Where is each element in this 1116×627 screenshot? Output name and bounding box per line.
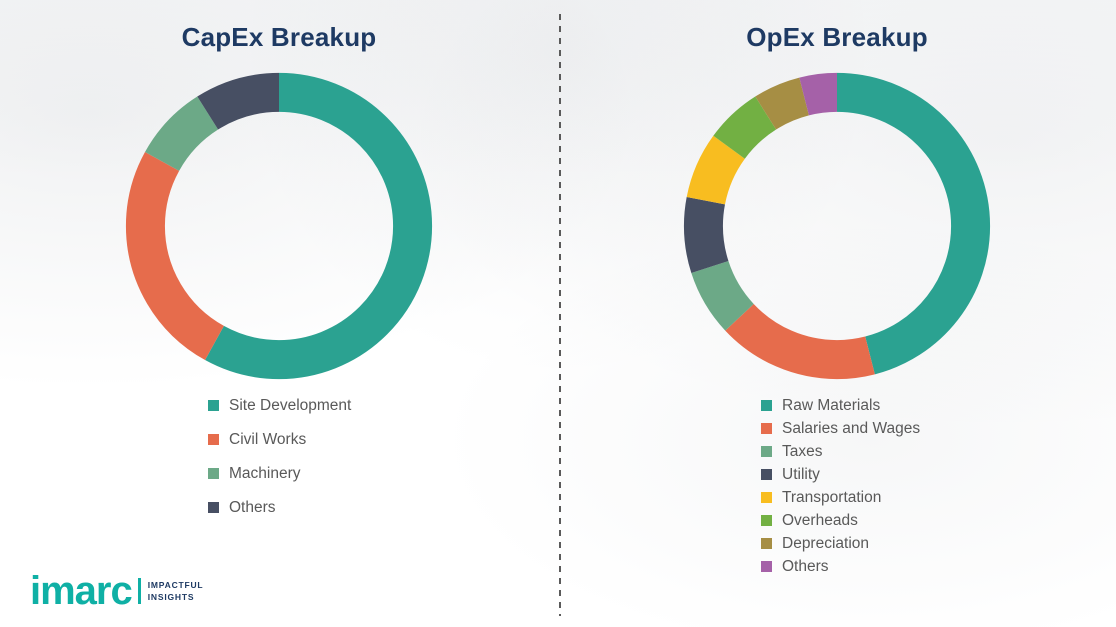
legend-item-others: Others [761, 557, 920, 576]
legend-label: Overheads [782, 512, 858, 529]
legend-label: Others [782, 558, 829, 575]
legend-swatch [761, 515, 772, 526]
legend-label: Depreciation [782, 535, 870, 552]
legend-swatch [761, 561, 772, 572]
imarc-tagline-line1: IMPACTFUL [147, 579, 204, 590]
imarc-logo: imarc IMPACTFUL INSIGHTS [30, 571, 203, 611]
legend-label: Salaries and Wages [782, 420, 921, 437]
legend-swatch [761, 423, 772, 434]
legend-swatch [208, 400, 219, 411]
capex-legend: Site Development Civil Works Machinery Othe… [208, 396, 351, 517]
legend-label: Utility [782, 466, 820, 483]
legend-item-taxes: Taxes [761, 442, 920, 461]
imarc-tagline-line2: INSIGHTS [147, 592, 195, 602]
opex-donut-chart [683, 72, 991, 380]
opex-donut-wrap [558, 70, 1116, 382]
imarc-logo-tagline: IMPACTFUL INSIGHTS [148, 579, 204, 604]
legend-swatch [761, 469, 772, 480]
legend-item-civil-works: Civil Works [208, 430, 351, 449]
legend-swatch [761, 492, 772, 503]
legend-item-machinery: Machinery [208, 464, 351, 483]
legend-item-depreciation: Depreciation [761, 534, 920, 553]
legend-item-raw-materials: Raw Materials [761, 396, 920, 415]
capex-panel: CapEx Breakup Site Development Civil Work… [0, 0, 558, 532]
opex-panel: OpEx Breakup Raw Materials Salaries and W… [558, 0, 1116, 580]
legend-item-site-development: Site Development [208, 396, 351, 415]
legend-label: Civil Works [229, 431, 307, 448]
legend-item-salaries-and-wages: Salaries and Wages [761, 419, 920, 438]
legend-item-transportation: Transportation [761, 488, 920, 507]
imarc-logo-divider-bar [137, 578, 141, 604]
legend-label: Transportation [782, 489, 882, 506]
legend-item-others: Others [208, 498, 351, 517]
legend-label: Machinery [229, 465, 301, 482]
capex-chart-title: CapEx Breakup [181, 22, 377, 52]
donut-segment-salaries-and-wages [683, 72, 991, 380]
donut-segment-others [125, 72, 433, 380]
donut-segment-utility [683, 72, 991, 380]
legend-item-utility: Utility [761, 465, 920, 484]
legend-label: Raw Materials [782, 397, 881, 414]
donut-segment-civil-works [125, 72, 433, 380]
opex-chart-title: OpEx Breakup [746, 22, 928, 52]
donut-segment-others [683, 72, 991, 380]
capex-donut-wrap [0, 70, 558, 382]
imarc-logo-wordmark: imarc [30, 569, 133, 613]
legend-swatch [208, 502, 219, 513]
legend-swatch [761, 538, 772, 549]
legend-item-overheads: Overheads [761, 511, 920, 530]
opex-legend: Raw Materials Salaries and Wages Taxes Util… [761, 396, 920, 576]
legend-label: Others [229, 499, 276, 516]
capex-donut-chart [125, 72, 433, 380]
legend-swatch [761, 446, 772, 457]
legend-label: Site Development [229, 397, 352, 414]
legend-swatch [208, 468, 219, 479]
legend-swatch [761, 400, 772, 411]
divider-dashed-line [559, 14, 561, 616]
legend-label: Taxes [782, 443, 823, 460]
legend-swatch [208, 434, 219, 445]
